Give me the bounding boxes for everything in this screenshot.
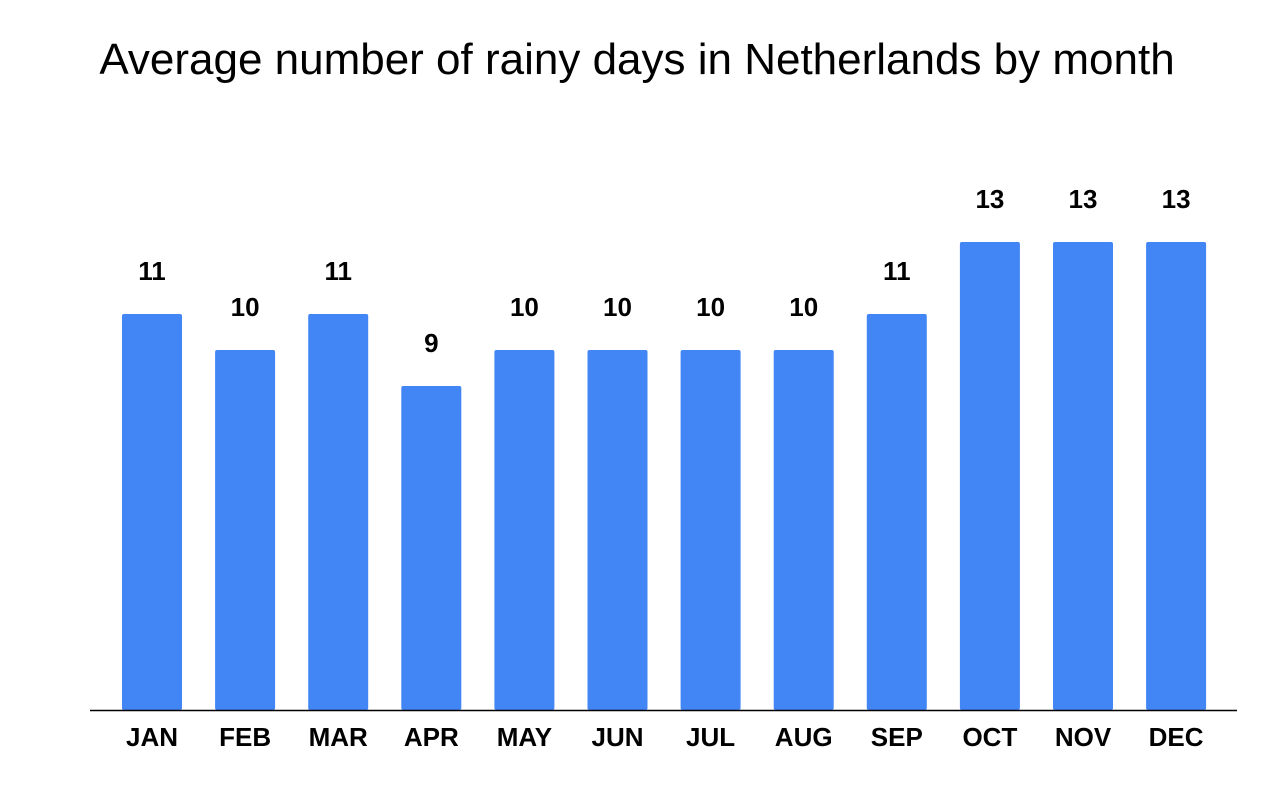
data-label-may: 10 [510, 292, 539, 322]
bars-layer [122, 242, 1207, 710]
bar-may [494, 350, 555, 710]
tick-label-dec: DEC [1149, 722, 1204, 752]
tick-label-feb: FEB [219, 722, 271, 752]
data-label-aug: 10 [789, 292, 818, 322]
tick-label-sep: SEP [871, 722, 923, 752]
data-label-jul: 10 [696, 292, 725, 322]
bar-jul [680, 350, 741, 710]
data-label-sep: 11 [883, 256, 911, 286]
tick-label-jan: JAN [126, 722, 178, 752]
data-label-apr: 9 [424, 328, 438, 358]
tick-label-aug: AUG [775, 722, 833, 752]
tick-label-mar: MAR [309, 722, 368, 752]
bar-dec [1146, 242, 1207, 710]
bar-nov [1053, 242, 1113, 710]
bar-oct [959, 242, 1020, 710]
tick-label-nov: NOV [1055, 722, 1112, 752]
value-labels-layer: 11 10 11 9 10 10 10 10 11 13 13 13 [138, 184, 1190, 358]
data-label-feb: 10 [231, 292, 260, 322]
data-label-dec: 13 [1162, 184, 1191, 214]
chart-title: Average number of rainy days in Netherla… [99, 35, 1175, 84]
data-label-jan: 11 [138, 256, 166, 286]
data-label-mar: 11 [324, 256, 352, 286]
tick-label-apr: APR [404, 722, 459, 752]
tick-label-oct: OCT [962, 722, 1017, 752]
data-label-nov: 13 [1069, 184, 1098, 214]
bar-sep [866, 314, 927, 710]
x-axis-tick-labels: JAN FEB MAR APR MAY JUN JUL AUG SEP OCT NOV DEC [126, 722, 1204, 752]
data-label-jun: 10 [603, 292, 632, 322]
tick-label-may: MAY [497, 722, 552, 752]
bar-apr [401, 386, 462, 710]
tick-label-jul: JUL [686, 722, 735, 752]
bar-aug [773, 350, 834, 710]
data-label-oct: 13 [975, 184, 1004, 214]
tick-label-jun: JUN [591, 722, 643, 752]
bar-feb [215, 350, 276, 710]
bar-jun [587, 350, 648, 710]
bar-jan [122, 314, 182, 710]
bar-mar [308, 314, 369, 710]
